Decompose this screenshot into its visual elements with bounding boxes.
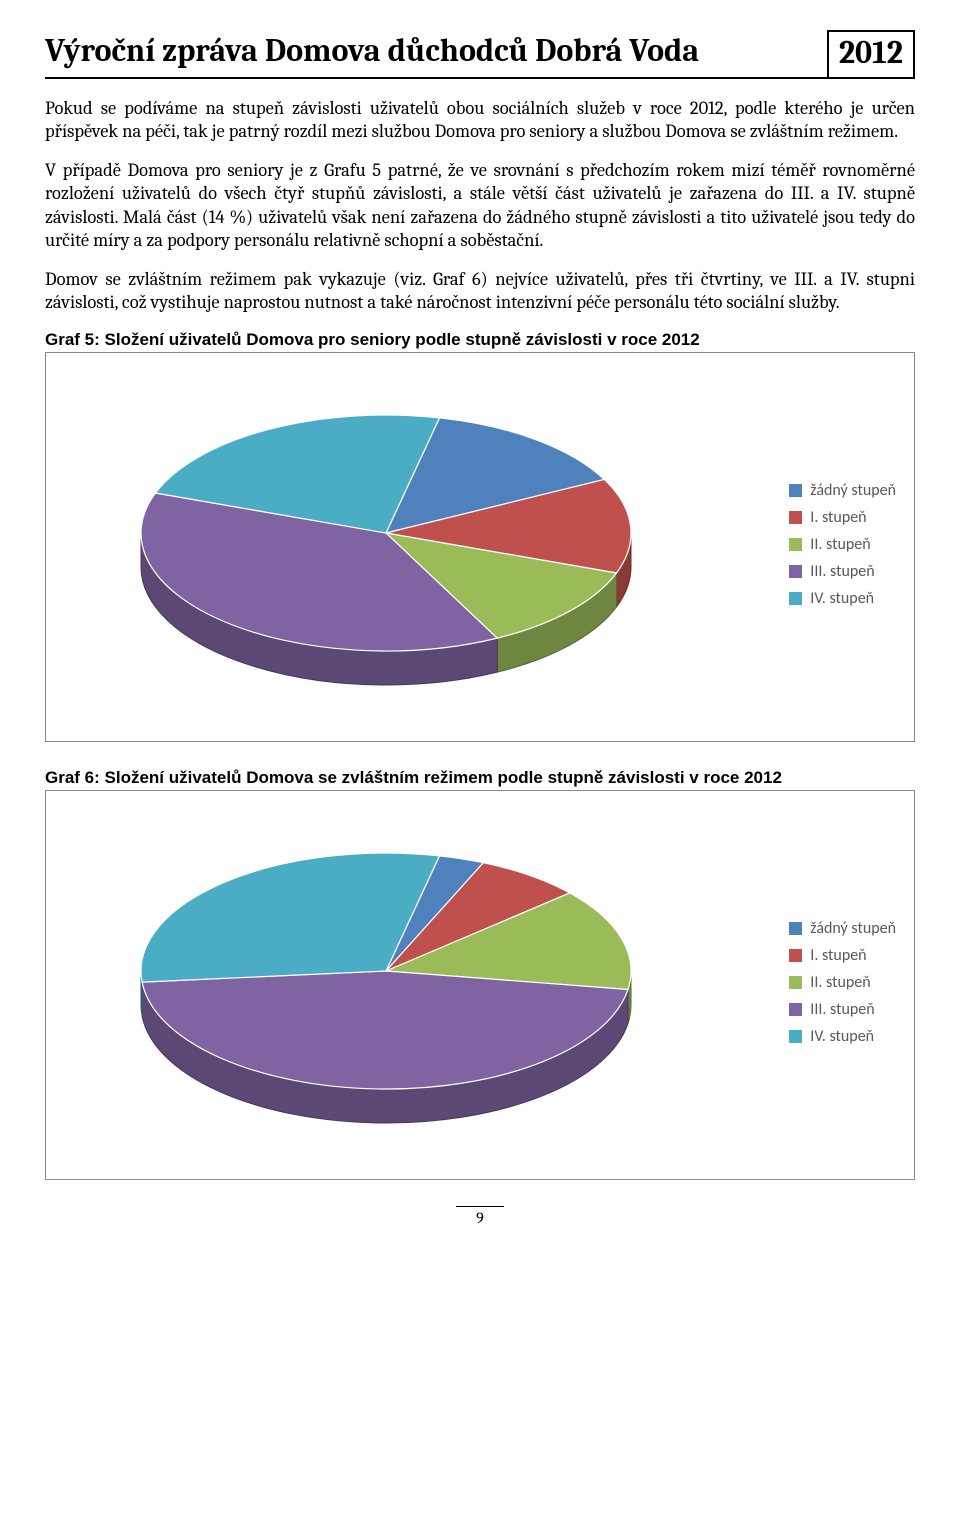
chart6-frame: žádný stupeň I. stupeň II. stupeň III. s… xyxy=(45,790,915,1180)
chart6-title: Graf 6: Složení uživatelů Domova se zvlá… xyxy=(45,768,915,788)
legend-label: II. stupeň xyxy=(810,973,870,992)
legend-label: II. stupeň xyxy=(810,535,870,554)
legend-label: IV. stupeň xyxy=(810,589,874,608)
legend-item: žádný stupeň xyxy=(789,919,896,938)
legend-swatch-icon xyxy=(789,976,802,989)
legend-label: žádný stupeň xyxy=(810,919,896,938)
legend-item: III. stupeň xyxy=(789,562,896,581)
legend-item: IV. stupeň xyxy=(789,589,896,608)
legend-swatch-icon xyxy=(789,511,802,524)
legend-swatch-icon xyxy=(789,1003,802,1016)
chart6-pie xyxy=(106,821,666,1165)
chart5-pie xyxy=(106,383,666,727)
legend-item: IV. stupeň xyxy=(789,1027,896,1046)
legend-label: žádný stupeň xyxy=(810,481,896,500)
page-number-container: 9 xyxy=(45,1206,915,1227)
legend-swatch-icon xyxy=(789,565,802,578)
report-year: 2012 xyxy=(827,30,915,77)
legend-item: I. stupeň xyxy=(789,508,896,527)
chart5-frame: žádný stupeň I. stupeň II. stupeň III. s… xyxy=(45,352,915,742)
page-header: Výroční zpráva Domova důchodců Dobrá Vod… xyxy=(45,30,915,79)
legend-swatch-icon xyxy=(789,949,802,962)
page-number: 9 xyxy=(456,1206,504,1227)
legend-label: IV. stupeň xyxy=(810,1027,874,1046)
legend-swatch-icon xyxy=(789,538,802,551)
legend-swatch-icon xyxy=(789,592,802,605)
legend-item: I. stupeň xyxy=(789,946,896,965)
legend-label: I. stupeň xyxy=(810,508,866,527)
paragraph-2: V případě Domova pro seniory je z Grafu … xyxy=(45,159,915,252)
legend-swatch-icon xyxy=(789,922,802,935)
legend-item: II. stupeň xyxy=(789,973,896,992)
legend-swatch-icon xyxy=(789,1030,802,1043)
chart5-title: Graf 5: Složení uživatelů Domova pro sen… xyxy=(45,330,915,350)
chart5-legend: žádný stupeň I. stupeň II. stupeň III. s… xyxy=(789,473,896,616)
legend-swatch-icon xyxy=(789,484,802,497)
legend-item: III. stupeň xyxy=(789,1000,896,1019)
legend-item: žádný stupeň xyxy=(789,481,896,500)
legend-item: II. stupeň xyxy=(789,535,896,554)
chart6-legend: žádný stupeň I. stupeň II. stupeň III. s… xyxy=(789,911,896,1054)
legend-label: III. stupeň xyxy=(810,562,874,581)
report-title: Výroční zpráva Domova důchodců Dobrá Vod… xyxy=(45,30,819,77)
legend-label: I. stupeň xyxy=(810,946,866,965)
paragraph-3: Domov se zvláštním režimem pak vykazuje … xyxy=(45,268,915,314)
paragraph-1: Pokud se podíváme na stupeň závislosti u… xyxy=(45,97,915,143)
legend-label: III. stupeň xyxy=(810,1000,874,1019)
